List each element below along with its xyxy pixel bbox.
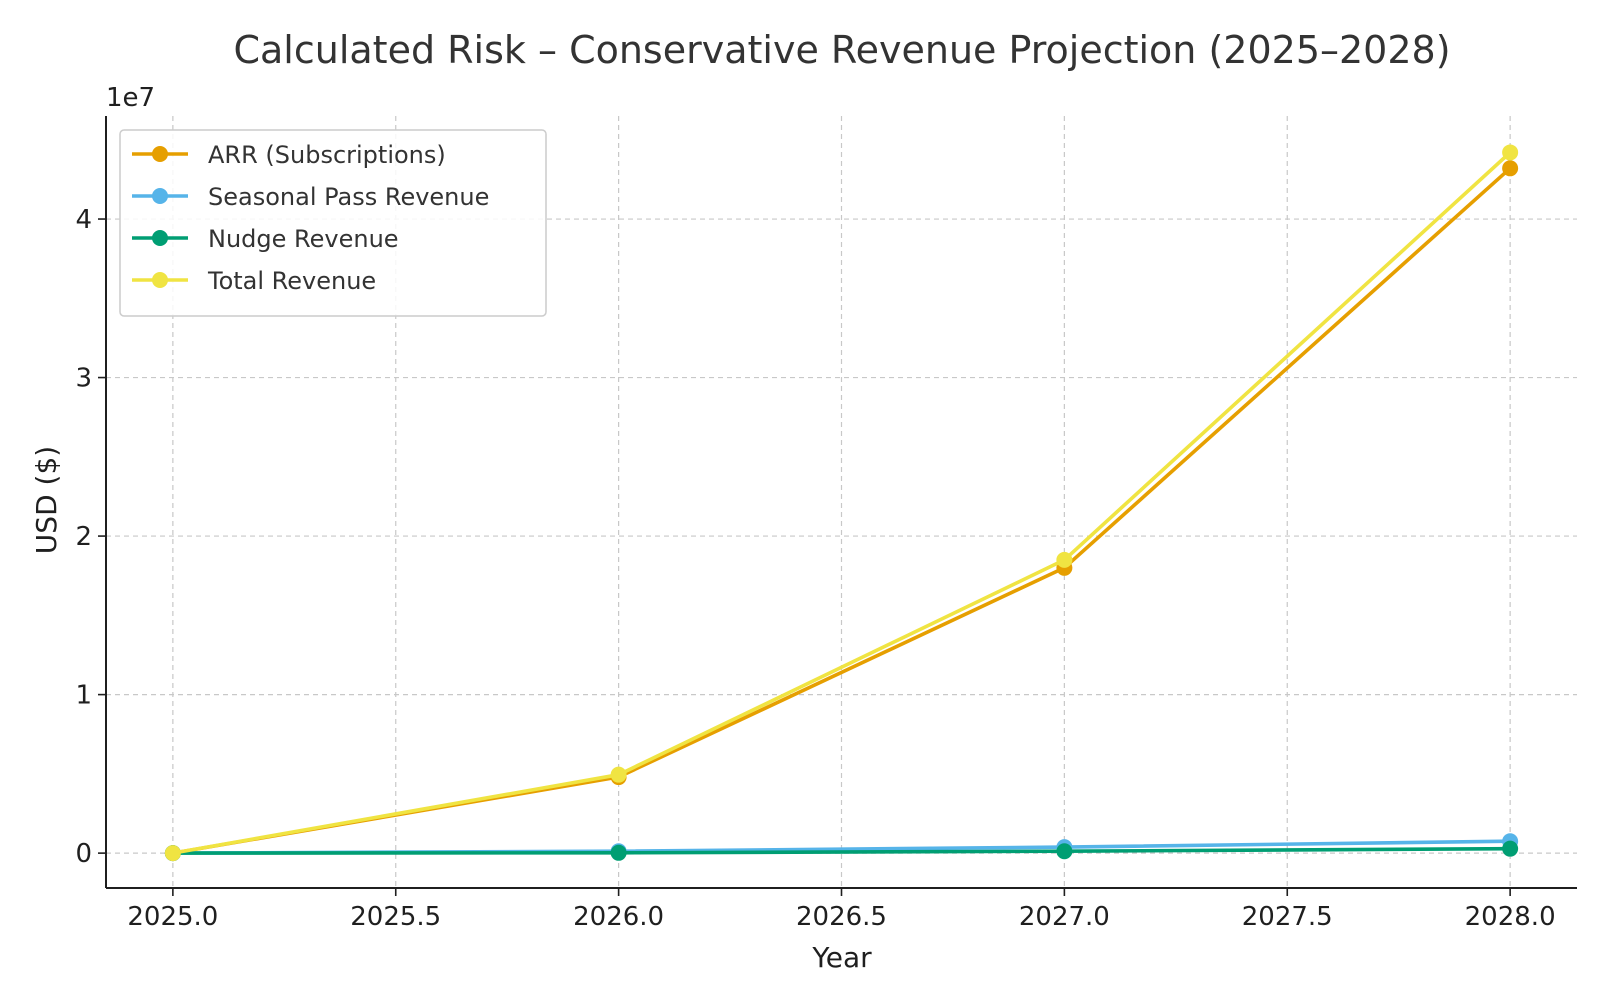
x-axis-title: Year — [811, 941, 872, 974]
data-point — [610, 766, 627, 783]
y-axis-offset-label: 1e7 — [106, 83, 155, 113]
legend-label: ARR (Subscriptions) — [208, 141, 446, 169]
y-tick-label: 2 — [75, 522, 92, 552]
data-point — [1502, 144, 1519, 161]
legend-box — [119, 129, 547, 317]
grid — [106, 116, 1577, 888]
legend: ARR (Subscriptions) Seasonal Pass Revenue… — [119, 129, 547, 317]
y-tick-label: 0 — [75, 839, 92, 869]
data-point — [164, 845, 181, 862]
y-tick-label: 4 — [75, 205, 92, 235]
data-point — [1056, 843, 1073, 860]
legend-label: Seasonal Pass Revenue — [208, 183, 489, 211]
legend-swatch-marker — [152, 272, 168, 288]
y-tick-label: 1 — [75, 681, 92, 711]
legend-swatch-marker — [152, 188, 168, 204]
series — [164, 144, 1519, 862]
chart-title: Calculated Risk – Conservative Revenue P… — [233, 28, 1450, 72]
data-point — [1056, 551, 1073, 568]
ticks: 2025.0 2025.5 2026.0 2026.5 2027.0 2027.5 2028… — [75, 205, 1555, 932]
legend-swatch-marker — [152, 146, 168, 162]
y-axis-title: USD ($) — [30, 446, 63, 554]
legend-swatch-marker — [152, 230, 168, 246]
x-tick-label: 2026.5 — [796, 902, 887, 932]
x-tick-label: 2025.0 — [127, 902, 218, 932]
series-line — [171, 150, 1512, 855]
x-tick-label: 2026.0 — [573, 902, 664, 932]
x-tick-label: 2027.0 — [1019, 902, 1110, 932]
series-line — [171, 846, 1512, 855]
legend-label: Total Revenue — [207, 267, 376, 295]
data-point — [610, 844, 627, 861]
y-tick-label: 3 — [75, 364, 92, 394]
x-tick-label: 2028.0 — [1465, 902, 1556, 932]
data-point — [1502, 160, 1519, 177]
x-tick-label: 2027.5 — [1242, 902, 1333, 932]
legend-label: Nudge Revenue — [208, 225, 399, 253]
x-tick-label: 2025.5 — [350, 902, 441, 932]
data-point — [1502, 840, 1519, 857]
series-group — [164, 144, 1519, 862]
